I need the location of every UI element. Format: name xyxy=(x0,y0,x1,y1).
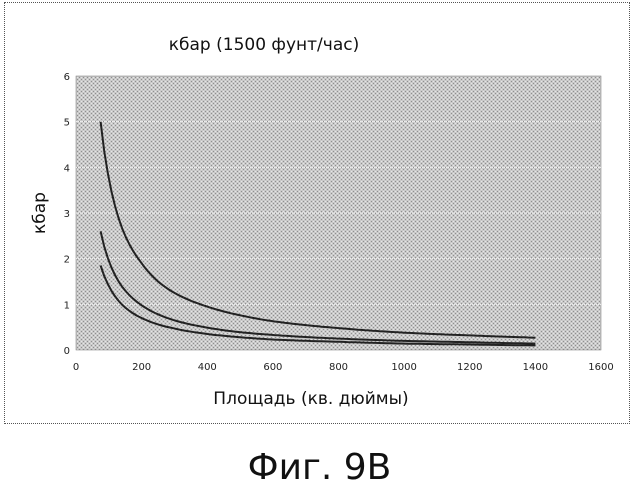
x-tick-label: 0 xyxy=(73,362,79,373)
x-axis-label: Площадь (кв. дюймы) xyxy=(213,389,408,409)
y-tick-label: 0 xyxy=(64,346,70,357)
x-tick-label: 1400 xyxy=(523,362,548,373)
y-tick-label: 4 xyxy=(64,163,70,174)
x-tick-label: 1600 xyxy=(588,362,613,373)
chart-frame: кбар (1500 фунт/час) 0200400600800100012… xyxy=(4,2,630,424)
y-tick-label: 5 xyxy=(64,118,70,129)
y-tick-label: 3 xyxy=(64,209,70,220)
x-tick-label: 400 xyxy=(198,362,217,373)
y-tick-label: 2 xyxy=(64,255,70,266)
x-tick-labels: 0 200 400 600 800 1000 1200 1400 1600 xyxy=(73,362,614,373)
chart-title: кбар (1500 фунт/час) xyxy=(169,35,359,55)
x-tick-label: 1200 xyxy=(457,362,482,373)
y-tick-label: 6 xyxy=(64,72,70,83)
chart-svg: кбар (1500 фунт/час) 0200400600800100012… xyxy=(5,3,631,425)
x-tick-label: 800 xyxy=(329,362,348,373)
figure-caption: Фиг. 9B xyxy=(0,450,639,486)
x-tick-label: 1000 xyxy=(391,362,416,373)
x-tick-label: 200 xyxy=(132,362,151,373)
y-tick-label: 1 xyxy=(64,300,70,311)
y-tick-labels: 0 1 2 3 4 5 6 xyxy=(64,72,70,357)
x-tick-label: 600 xyxy=(263,362,282,373)
y-axis-label: кбар xyxy=(30,192,50,234)
